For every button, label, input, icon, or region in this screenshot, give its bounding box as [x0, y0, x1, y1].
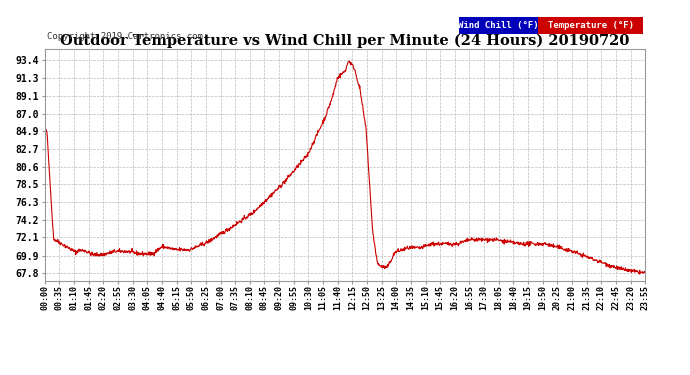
- Title: Outdoor Temperature vs Wind Chill per Minute (24 Hours) 20190720: Outdoor Temperature vs Wind Chill per Mi…: [60, 33, 630, 48]
- Text: Temperature (°F): Temperature (°F): [548, 21, 633, 30]
- Text: Copyright 2019 Cartronics.com: Copyright 2019 Cartronics.com: [47, 32, 203, 41]
- Text: Wind Chill (°F): Wind Chill (°F): [458, 21, 539, 30]
